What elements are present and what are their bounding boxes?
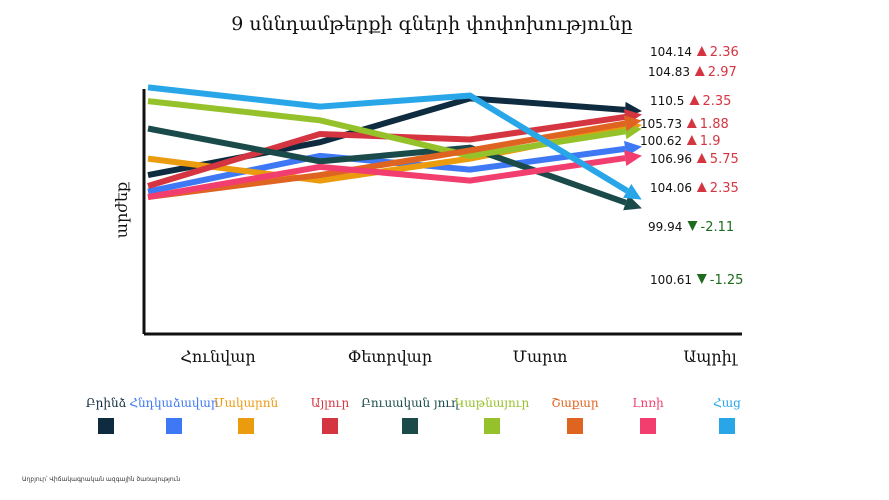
legend-label: Շաքար: [551, 396, 598, 410]
end-value: 104.14: [650, 45, 692, 59]
legend-swatch: [567, 418, 583, 434]
legend-label: Մակարոն: [214, 396, 279, 410]
legend-label: Այլուր: [311, 396, 350, 410]
arrow-head-Լոռի: [624, 150, 642, 166]
up-arrow-icon: [696, 182, 707, 192]
legend-label: Կաթնայուր: [455, 396, 530, 410]
chart-title: 9 սննդամթերքի գների փոփոխությունը: [231, 13, 632, 35]
end-change: 1.88: [700, 117, 729, 132]
series-line-Շաքար: [147, 120, 626, 200]
legend-item-Կաթնայուր: Կաթնայուր: [455, 396, 530, 434]
end-label-Բուսական-յուղ: 100.61 -1.25: [650, 273, 743, 288]
legend-item-Բրինձ: Բրինձ: [86, 396, 127, 434]
up-arrow-icon: [694, 66, 705, 76]
down-arrow-icon: [687, 221, 698, 231]
arrow-head-Շաքար: [623, 115, 642, 132]
end-label-Բրինձ: 104.14 2.36: [650, 45, 739, 60]
up-arrow-icon: [696, 46, 707, 56]
end-change: 2.35: [710, 181, 739, 196]
legend-item-Մակարոն: Մակարոն: [214, 396, 279, 434]
legend-item-Այլուր: Այլուր: [311, 396, 350, 434]
arrow-head-Բուսական-յուղ: [623, 195, 642, 211]
legend-swatch: [719, 418, 735, 434]
end-label-Մակարոն: 100.62 1.9: [640, 134, 720, 149]
x-tick-labels: Հունվար Փետրվար Մարտ Ապրիլ: [180, 347, 738, 366]
end-label-Լոռի: 104.06 2.35: [650, 181, 739, 196]
legend-label: Լոռի: [632, 396, 664, 410]
legend-item-Շաքար: Շաքար: [551, 396, 599, 434]
series-lines: [147, 84, 642, 211]
end-change: 5.75: [710, 152, 739, 167]
legend-swatch: [402, 418, 418, 434]
end-label-Կաթնայուր: 105.73 1.88: [640, 117, 729, 132]
axes: [142, 89, 742, 336]
legend-swatch: [238, 418, 254, 434]
down-arrow-icon: [696, 274, 707, 284]
end-value: 106.96: [650, 152, 692, 166]
end-value: 110.5: [650, 94, 684, 108]
x-tick-label: Հունվար: [180, 347, 255, 366]
end-change: -2.11: [701, 220, 735, 235]
end-label-Հաց: 99.94 -2.11: [648, 220, 734, 235]
series-line-Լոռի: [147, 155, 626, 200]
end-change: 2.35: [703, 94, 732, 109]
legend-label: Բրինձ: [86, 396, 127, 410]
end-value: 104.83: [648, 65, 690, 79]
end-label-Շաքար: 110.5 2.35: [650, 94, 731, 109]
x-tick-label: Փետրվար: [348, 347, 432, 366]
end-change: 2.97: [708, 65, 737, 80]
x-tick-label: Մարտ: [513, 347, 568, 366]
end-value: 105.73: [640, 117, 682, 131]
legend-label: Հաց: [713, 396, 741, 410]
legend-item-Հնդկաձավար: Հնդկաձավար: [129, 396, 219, 434]
up-arrow-icon: [689, 95, 700, 105]
up-arrow-icon: [686, 135, 697, 145]
series-line-Հաց: [147, 84, 629, 194]
arrow-head-Հաց: [623, 184, 642, 200]
end-change: 2.36: [710, 45, 739, 60]
legend-swatch: [166, 418, 182, 434]
end-value: 104.06: [650, 181, 692, 195]
series-line-Բուսական-յուղ: [147, 125, 627, 206]
up-arrow-icon: [696, 153, 707, 163]
legend-item-Լոռի: Լոռի: [632, 396, 664, 434]
end-value: 100.62: [640, 134, 682, 148]
legend-label: Հնդկաձավար: [129, 396, 218, 410]
legend-swatch: [640, 418, 656, 434]
end-value: 100.61: [650, 273, 692, 287]
legend-label: Բուսական յուղ: [361, 396, 460, 410]
legend-item-Բուսական-յուղ: Բուսական յուղ: [361, 396, 460, 434]
up-arrow-icon: [686, 118, 697, 128]
legend-swatch: [322, 418, 338, 434]
end-change: 1.9: [700, 134, 721, 149]
y-axis-label: արժեք: [112, 181, 131, 238]
end-label-Հնդկաձավար: 106.96 5.75: [650, 152, 739, 167]
end-change: -1.25: [710, 273, 744, 288]
legend-swatch: [484, 418, 500, 434]
end-label-Այլուր: 104.83 2.97: [648, 65, 737, 80]
end-value: 99.94: [648, 220, 682, 234]
legend-item-Հաց: Հաց: [713, 396, 741, 434]
source-note: Աղբյուր՝ Վիճակագրական ազգային ծառայությո…: [22, 476, 181, 483]
x-tick-label: Ապրիլ: [683, 347, 738, 366]
legend-swatch: [98, 418, 114, 434]
